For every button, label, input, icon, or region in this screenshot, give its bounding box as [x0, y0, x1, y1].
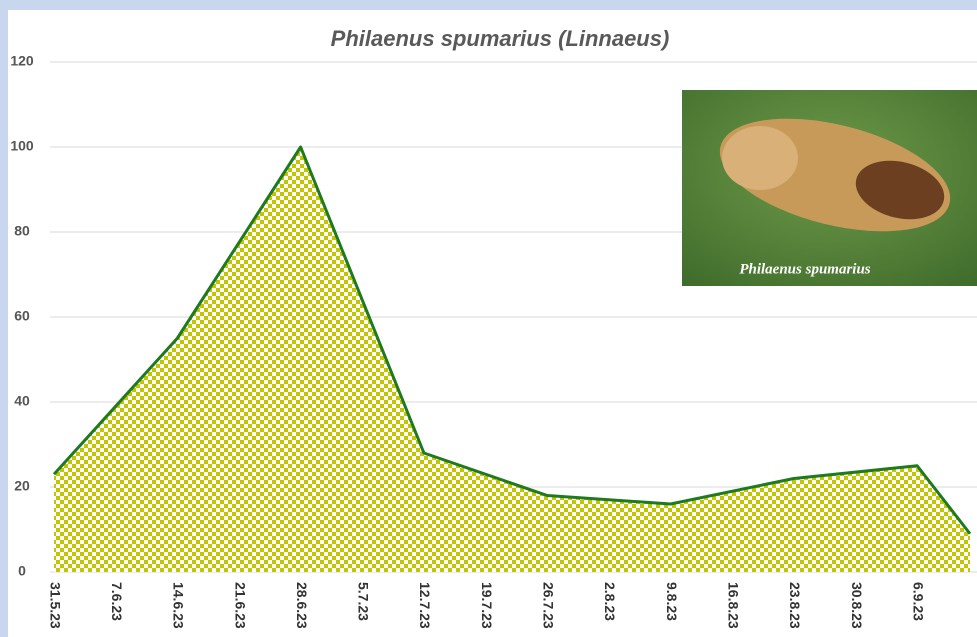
inset-photo: Philaenus spumarius [682, 90, 977, 286]
y-tick-label: 120 [10, 53, 34, 69]
line [52, 145, 972, 535]
y-tick-label: 40 [14, 393, 30, 409]
x-tick-label: 26.7.23 [541, 582, 557, 629]
x-tick-label: 2.8.23 [602, 582, 618, 621]
x-tick-label: 5.7.23 [356, 582, 372, 621]
insect-marking [855, 160, 945, 220]
x-tick-label: 30.8.23 [849, 582, 865, 629]
x-tick-label: 28.6.23 [294, 582, 310, 629]
y-tick-label: 100 [10, 138, 34, 154]
x-tick-label: 14.6.23 [171, 582, 187, 629]
y-tick-label: 20 [14, 478, 30, 494]
y-tick-label: 80 [14, 223, 30, 239]
x-tick-label: 16.8.23 [725, 582, 741, 629]
y-tick-label: 0 [18, 563, 26, 579]
x-tick-label: 12.7.23 [417, 582, 433, 629]
x-tick-label: 6.9.23 [910, 582, 926, 621]
chart-title: Philaenus spumarius (Linnaeus) [331, 26, 670, 51]
photo-caption: Philaenus spumarius [739, 261, 870, 277]
x-tick-label: 31.5.23 [47, 582, 63, 629]
x-tick-label: 19.7.23 [479, 582, 495, 629]
insect-head [722, 126, 798, 190]
x-tick-label: 7.6.23 [109, 582, 125, 621]
area [54, 147, 970, 572]
x-tick-label: 23.8.23 [787, 582, 803, 629]
y-tick-label: 60 [14, 308, 30, 324]
x-tick-label: 9.8.23 [664, 582, 680, 621]
x-tick-label: 21.6.23 [232, 582, 248, 629]
